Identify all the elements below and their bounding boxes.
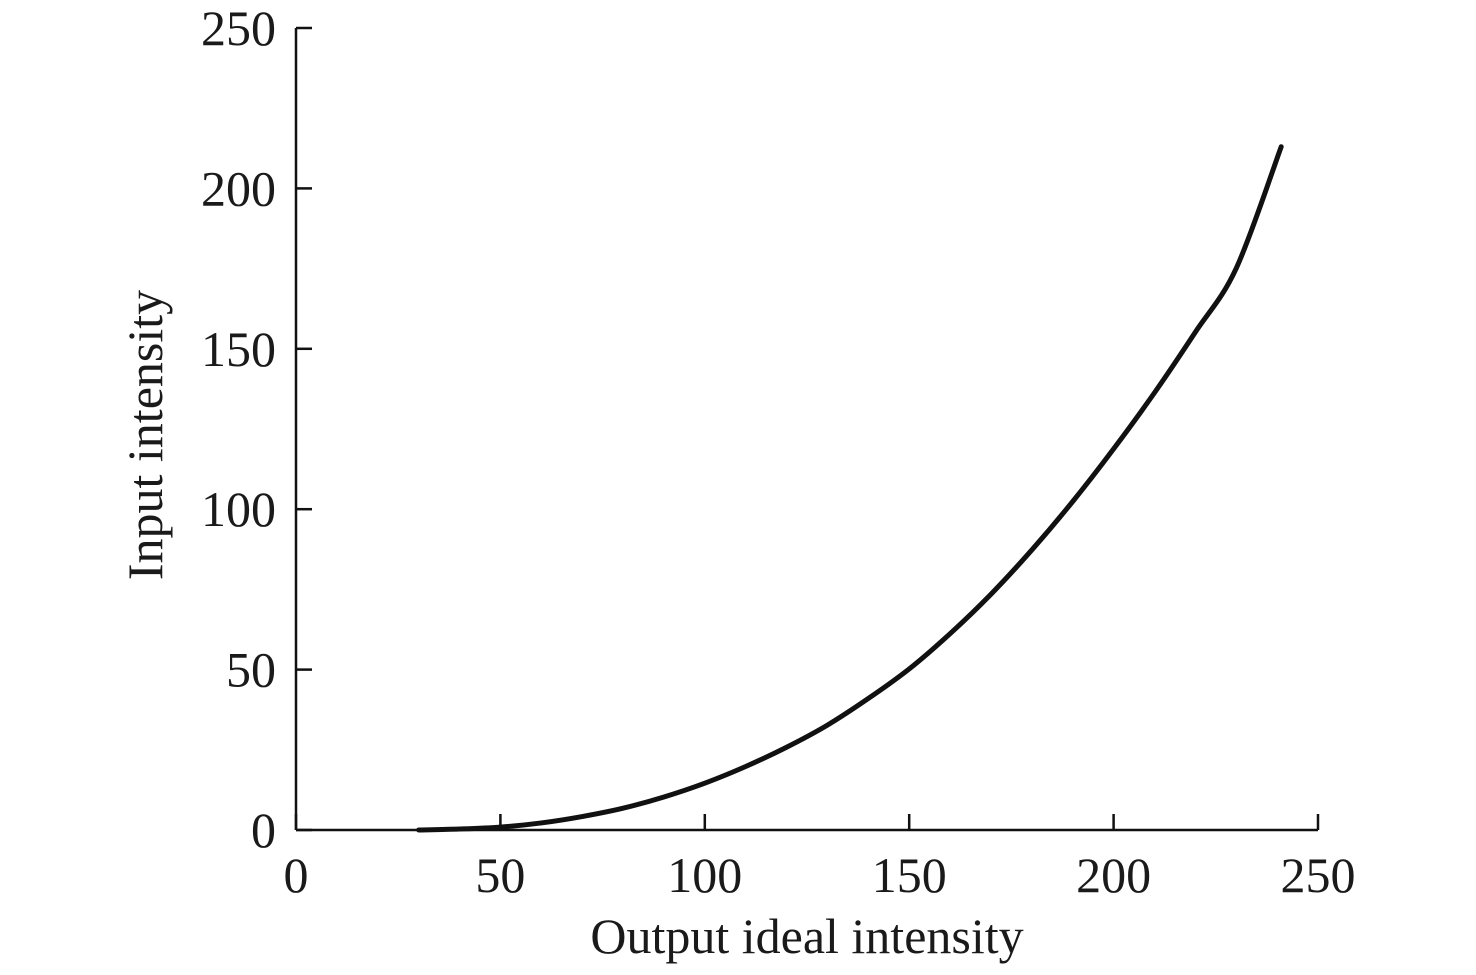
x-axis-title: Output ideal intensity bbox=[590, 908, 1023, 964]
x-tick-label: 100 bbox=[667, 847, 742, 903]
ticks: 0 50 100 150 200 250 0 50 100 150 200 250 bbox=[201, 0, 1356, 903]
y-tick-label: 100 bbox=[201, 481, 276, 537]
y-tick-label: 50 bbox=[226, 642, 276, 698]
y-tick-label: 200 bbox=[201, 160, 276, 216]
series-line bbox=[416, 144, 1284, 833]
y-tick-label: 150 bbox=[201, 321, 276, 377]
axes bbox=[294, 28, 1318, 832]
x-tick-label: 50 bbox=[475, 847, 525, 903]
x-tick-label: 0 bbox=[284, 847, 309, 903]
x-tick-label: 250 bbox=[1281, 847, 1356, 903]
series bbox=[416, 144, 1284, 833]
x-tick-label: 150 bbox=[872, 847, 947, 903]
y-tick-label: 250 bbox=[201, 0, 276, 56]
y-axis-title: Input intensity bbox=[117, 290, 173, 580]
y-tick-label: 0 bbox=[251, 802, 276, 858]
x-tick-label: 200 bbox=[1076, 847, 1151, 903]
